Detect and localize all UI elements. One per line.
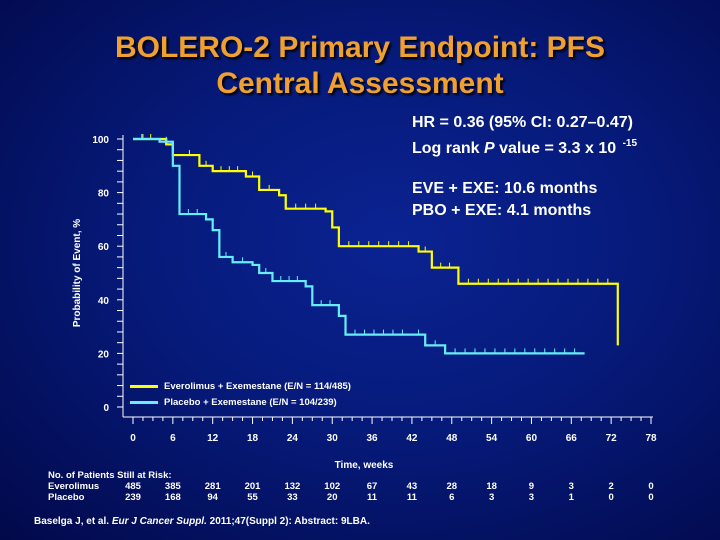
y-tick-label: 60 bbox=[98, 242, 110, 253]
risk-value: 6 bbox=[449, 492, 455, 503]
x-tick-label: 60 bbox=[526, 433, 538, 444]
km-curve-everolimus bbox=[133, 137, 619, 346]
risk-value: 11 bbox=[367, 492, 378, 503]
x-tick-label: 54 bbox=[486, 433, 498, 444]
legend-label-everolimus: Everolimus + Exemestane (E/N = 114/485) bbox=[164, 380, 351, 392]
risk-value: 201 bbox=[244, 481, 261, 492]
x-tick-label: 0 bbox=[130, 433, 136, 444]
risk-value: 33 bbox=[287, 492, 298, 503]
risk-value: 94 bbox=[207, 492, 218, 503]
y-tick-label: 0 bbox=[103, 403, 109, 414]
median-box: EVE + EXE: 10.6 months PBO + EXE: 4.1 mo… bbox=[412, 178, 597, 222]
x-tick-label: 6 bbox=[170, 433, 176, 444]
citation-suffix: 2011;47(Suppl 2): Abstract: 9LBA. bbox=[206, 516, 370, 527]
risk-value: 239 bbox=[125, 492, 141, 503]
legend-label-placebo: Placebo + Exemestane (E/N = 104/239) bbox=[164, 396, 337, 408]
legend-item-everolimus: Everolimus + Exemestane (E/N = 114/485) bbox=[130, 378, 351, 394]
legend-item-placebo: Placebo + Exemestane (E/N = 104/239) bbox=[130, 394, 351, 410]
risk-value: 3 bbox=[568, 481, 574, 492]
chart-legend: Everolimus + Exemestane (E/N = 114/485) … bbox=[130, 378, 351, 410]
x-tick-label: 42 bbox=[406, 433, 418, 444]
logrank-suffix: value = 3.3 x 10 bbox=[494, 140, 621, 157]
slide-title: BOLERO-2 Primary Endpoint: PFS Central A… bbox=[0, 30, 720, 102]
risk-row-everolimus: Everolimus 485 385 281 201 132 102 67 43 28 18 9 3 2 0 bbox=[48, 481, 688, 492]
risk-value: 3 bbox=[488, 492, 495, 503]
risk-value: 385 bbox=[164, 481, 181, 492]
x-tick-label: 12 bbox=[207, 433, 219, 444]
risk-value: 132 bbox=[284, 481, 301, 492]
stats-box: HR = 0.36 (95% CI: 0.27–0.47) Log rank P… bbox=[412, 112, 637, 159]
risk-value: 281 bbox=[204, 481, 221, 492]
hazard-ratio-text: HR = 0.36 (95% CI: 0.27–0.47) bbox=[412, 114, 634, 131]
logrank-text: Log rank P value = 3.3 x 10 -15 bbox=[412, 133, 637, 159]
y-tick-label: 20 bbox=[98, 349, 110, 360]
risk-value: 0 bbox=[648, 481, 654, 492]
risk-value: 28 bbox=[446, 481, 458, 492]
km-curve-placebo bbox=[133, 137, 585, 355]
citation-prefix: Baselga J, et al. bbox=[34, 516, 112, 527]
risk-value: 2 bbox=[608, 481, 614, 492]
x-tick-label: 18 bbox=[247, 433, 259, 444]
x-tick-label: 66 bbox=[566, 433, 578, 444]
logrank-exponent: -15 bbox=[622, 138, 638, 149]
citation-journal: Eur J Cancer Suppl. bbox=[111, 516, 207, 527]
y-tick-label: 40 bbox=[98, 296, 110, 307]
risk-row-label: Placebo bbox=[48, 492, 85, 503]
x-tick-label: 24 bbox=[287, 433, 299, 444]
y-tick-label: 100 bbox=[92, 135, 109, 146]
risk-table-header: No. of Patients Still at Risk: bbox=[48, 470, 172, 481]
logrank-p: P bbox=[484, 140, 495, 157]
risk-value: 0 bbox=[648, 492, 654, 503]
logrank-prefix: Log rank bbox=[412, 140, 485, 157]
risk-value: 55 bbox=[247, 492, 258, 503]
legend-swatch-everolimus bbox=[130, 384, 158, 388]
y-axis-title: Probability of Event, % bbox=[72, 219, 83, 327]
x-tick-label: 78 bbox=[645, 433, 657, 444]
x-axis-title: Time, weeks bbox=[335, 460, 394, 471]
risk-value: 67 bbox=[366, 481, 378, 492]
risk-value: 168 bbox=[164, 492, 181, 503]
x-tick-label: 72 bbox=[606, 433, 618, 444]
risk-row-placebo: Placebo 239 168 94 55 33 20 11 11 6 3 3 1 0 0 bbox=[48, 492, 688, 503]
risk-table: No. of Patients Still at Risk: Everolimu… bbox=[48, 470, 688, 503]
x-tick-label: 30 bbox=[327, 433, 339, 444]
title-line-1: BOLERO-2 Primary Endpoint: PFS bbox=[114, 31, 606, 64]
x-tick-label: 48 bbox=[446, 433, 458, 444]
risk-value: 11 bbox=[406, 492, 417, 503]
risk-value: 18 bbox=[486, 481, 497, 492]
y-tick-label: 80 bbox=[98, 189, 110, 200]
citation: Baselga J, et al. Eur J Cancer Suppl. 20… bbox=[34, 516, 370, 527]
risk-value: 1 bbox=[568, 492, 574, 503]
risk-value: 485 bbox=[125, 481, 141, 492]
title-line-2: Central Assessment bbox=[216, 67, 504, 100]
risk-value: 43 bbox=[406, 481, 418, 492]
median-placebo: PBO + EXE: 4.1 months bbox=[412, 202, 592, 219]
legend-swatch-placebo bbox=[130, 400, 158, 404]
risk-value: 0 bbox=[608, 492, 614, 503]
median-everolimus: EVE + EXE: 10.6 months bbox=[412, 180, 598, 197]
risk-value: 102 bbox=[324, 481, 341, 492]
risk-value: 20 bbox=[326, 492, 338, 503]
x-tick-label: 36 bbox=[367, 433, 379, 444]
risk-value: 9 bbox=[528, 481, 535, 492]
risk-row-label: Everolimus bbox=[48, 481, 100, 492]
risk-value: 3 bbox=[528, 492, 535, 503]
